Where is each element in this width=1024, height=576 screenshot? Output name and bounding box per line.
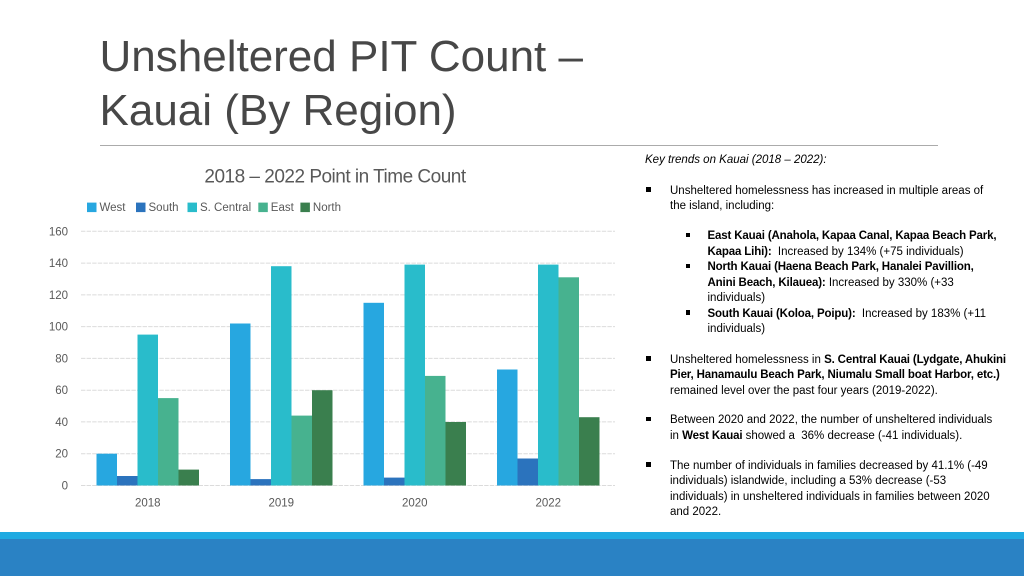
svg-text:2018: 2018 xyxy=(135,498,161,510)
svg-text:40: 40 xyxy=(55,417,68,429)
svg-text:West: West xyxy=(100,202,127,214)
svg-text:2019: 2019 xyxy=(268,498,294,510)
svg-text:South: South xyxy=(149,202,179,214)
svg-text:2018 – 2022 Point in Time Coun: 2018 – 2022 Point in Time Count xyxy=(204,167,466,188)
svg-text:S. Central: S. Central xyxy=(200,202,251,214)
svg-text:North: North xyxy=(313,202,341,214)
svg-text:2020: 2020 xyxy=(402,498,428,510)
svg-text:East: East xyxy=(271,202,295,214)
svg-text:100: 100 xyxy=(49,322,68,334)
svg-text:0: 0 xyxy=(62,481,68,493)
svg-text:2022: 2022 xyxy=(535,498,561,510)
svg-text:20: 20 xyxy=(55,449,68,461)
svg-text:60: 60 xyxy=(55,385,68,397)
svg-text:80: 80 xyxy=(55,353,68,365)
svg-text:140: 140 xyxy=(49,258,68,270)
svg-text:160: 160 xyxy=(49,226,68,238)
svg-text:120: 120 xyxy=(49,290,68,302)
